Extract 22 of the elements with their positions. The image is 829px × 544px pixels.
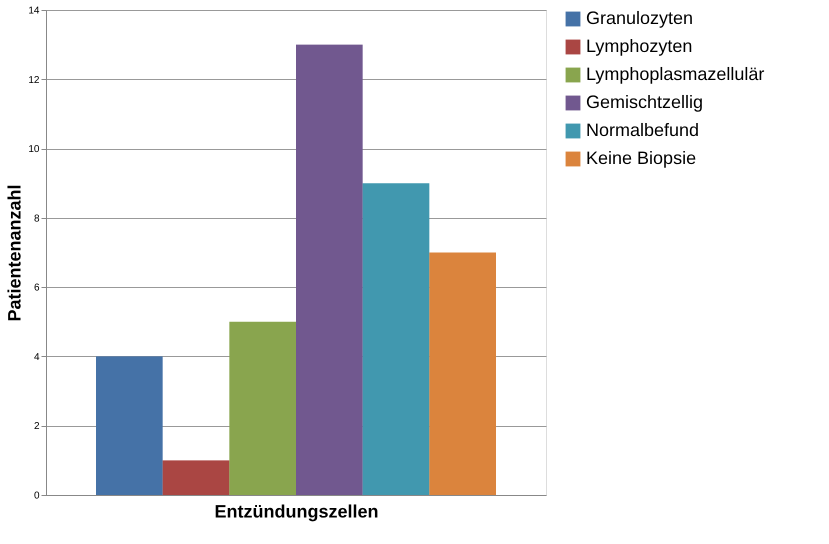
bar [362,183,430,495]
x-axis-title: Entzündungszellen [214,502,378,522]
legend-label: Granulozyten [586,8,694,28]
bar [229,322,296,495]
legend-label: Lymphoplasmazellulär [586,64,764,84]
legend-label: Normalbefund [586,120,700,140]
y-tick-label: 4 [34,352,40,363]
y-tick-label: 10 [28,144,40,156]
bar [429,252,496,495]
bar [96,356,163,495]
bar [162,460,230,495]
y-tick-label: 8 [34,213,40,224]
bar [296,44,363,495]
y-tick-label: 14 [28,6,40,16]
y-tick-label: 12 [28,74,40,86]
y-tick-label: 6 [34,282,40,294]
y-tick-label: 2 [34,421,40,432]
legend-label: Lymphozyten [586,36,692,56]
legend-label: Keine Biopsie [586,148,696,168]
y-axis-title: Patientenanzahl [4,184,24,322]
y-tick-label: 0 [34,490,40,502]
legend-label: Gemischtzellig [586,92,704,112]
